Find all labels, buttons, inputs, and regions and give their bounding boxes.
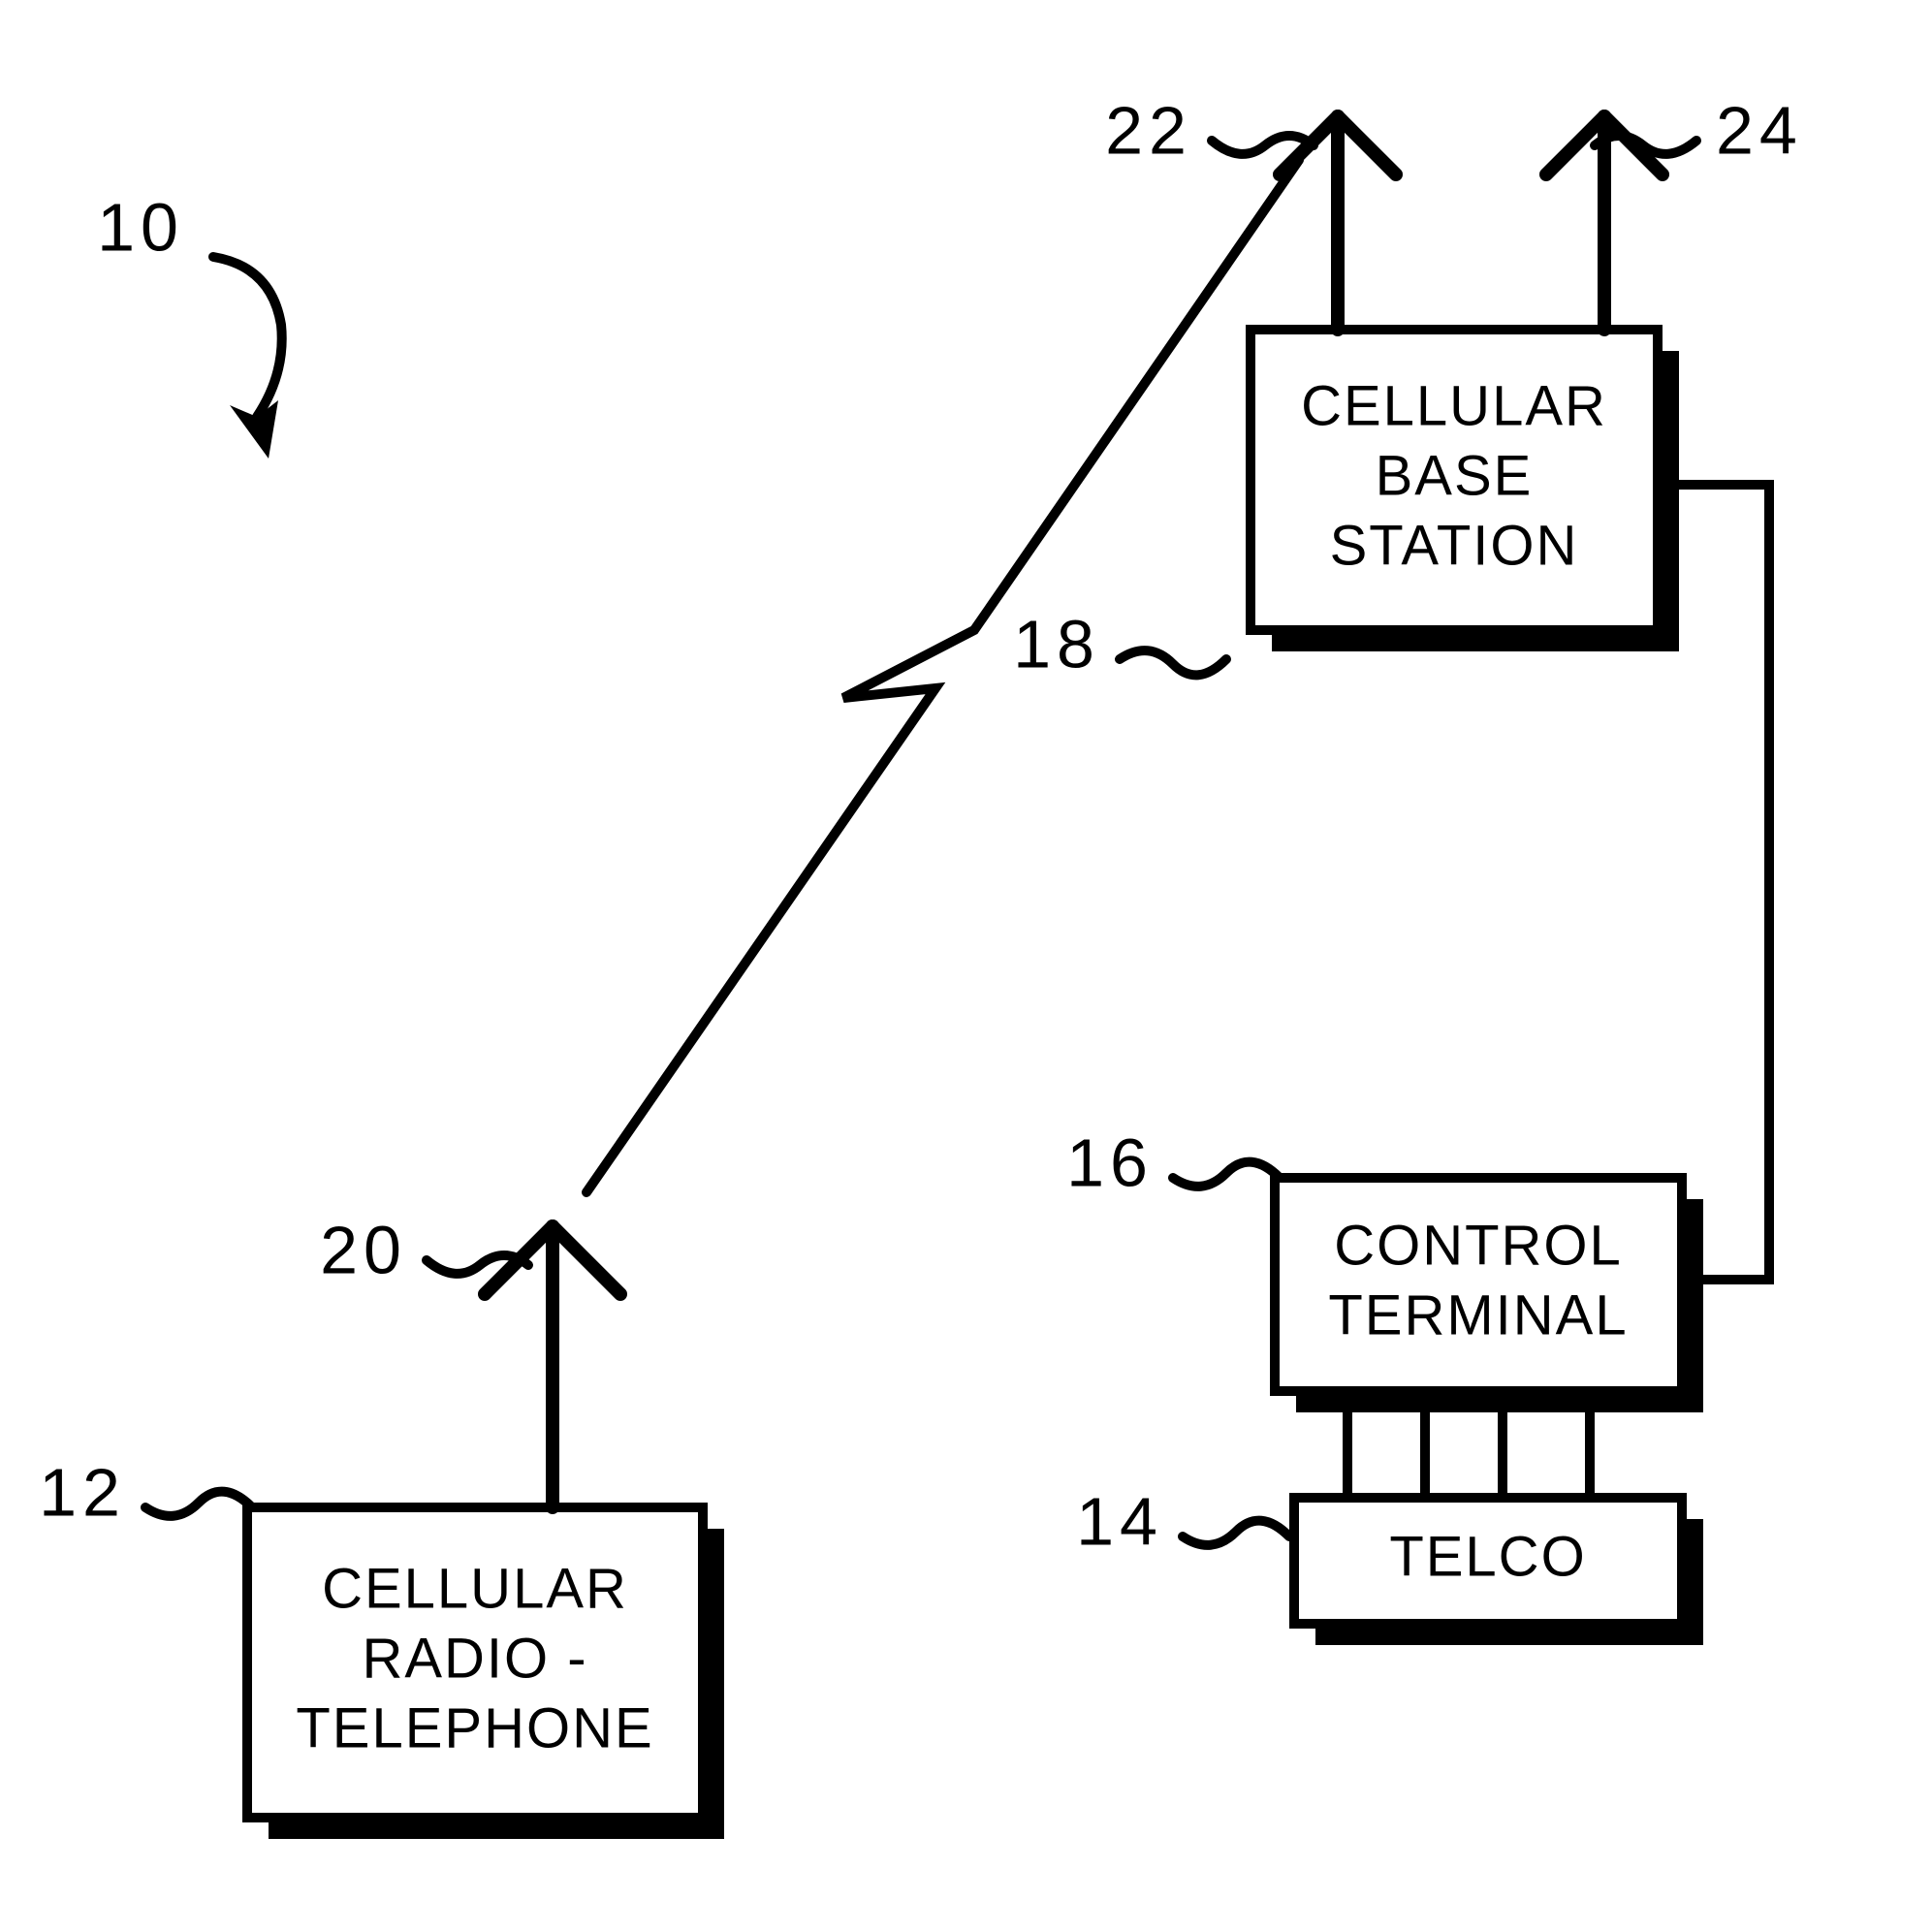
ref-16: 16 — [1066, 1124, 1154, 1200]
ref-10: 10 — [97, 189, 184, 265]
svg-text:RADIO -: RADIO - — [362, 1627, 587, 1690]
svg-text:CELLULAR: CELLULAR — [1301, 374, 1607, 437]
ref-22: 22 — [1105, 92, 1192, 168]
svg-text:CELLULAR: CELLULAR — [322, 1557, 628, 1620]
svg-text:CONTROL: CONTROL — [1334, 1214, 1623, 1277]
svg-text:TELCO: TELCO — [1389, 1525, 1586, 1588]
svg-text:BASE: BASE — [1376, 444, 1534, 507]
ref-12: 12 — [39, 1454, 126, 1530]
svg-text:TERMINAL: TERMINAL — [1328, 1283, 1628, 1346]
ref-20: 20 — [320, 1212, 407, 1287]
ref-18: 18 — [1013, 606, 1100, 681]
ref-14: 14 — [1076, 1483, 1163, 1559]
svg-text:STATION: STATION — [1330, 514, 1579, 577]
ref-24: 24 — [1716, 92, 1803, 168]
svg-text:TELEPHONE: TELEPHONE — [296, 1696, 653, 1759]
